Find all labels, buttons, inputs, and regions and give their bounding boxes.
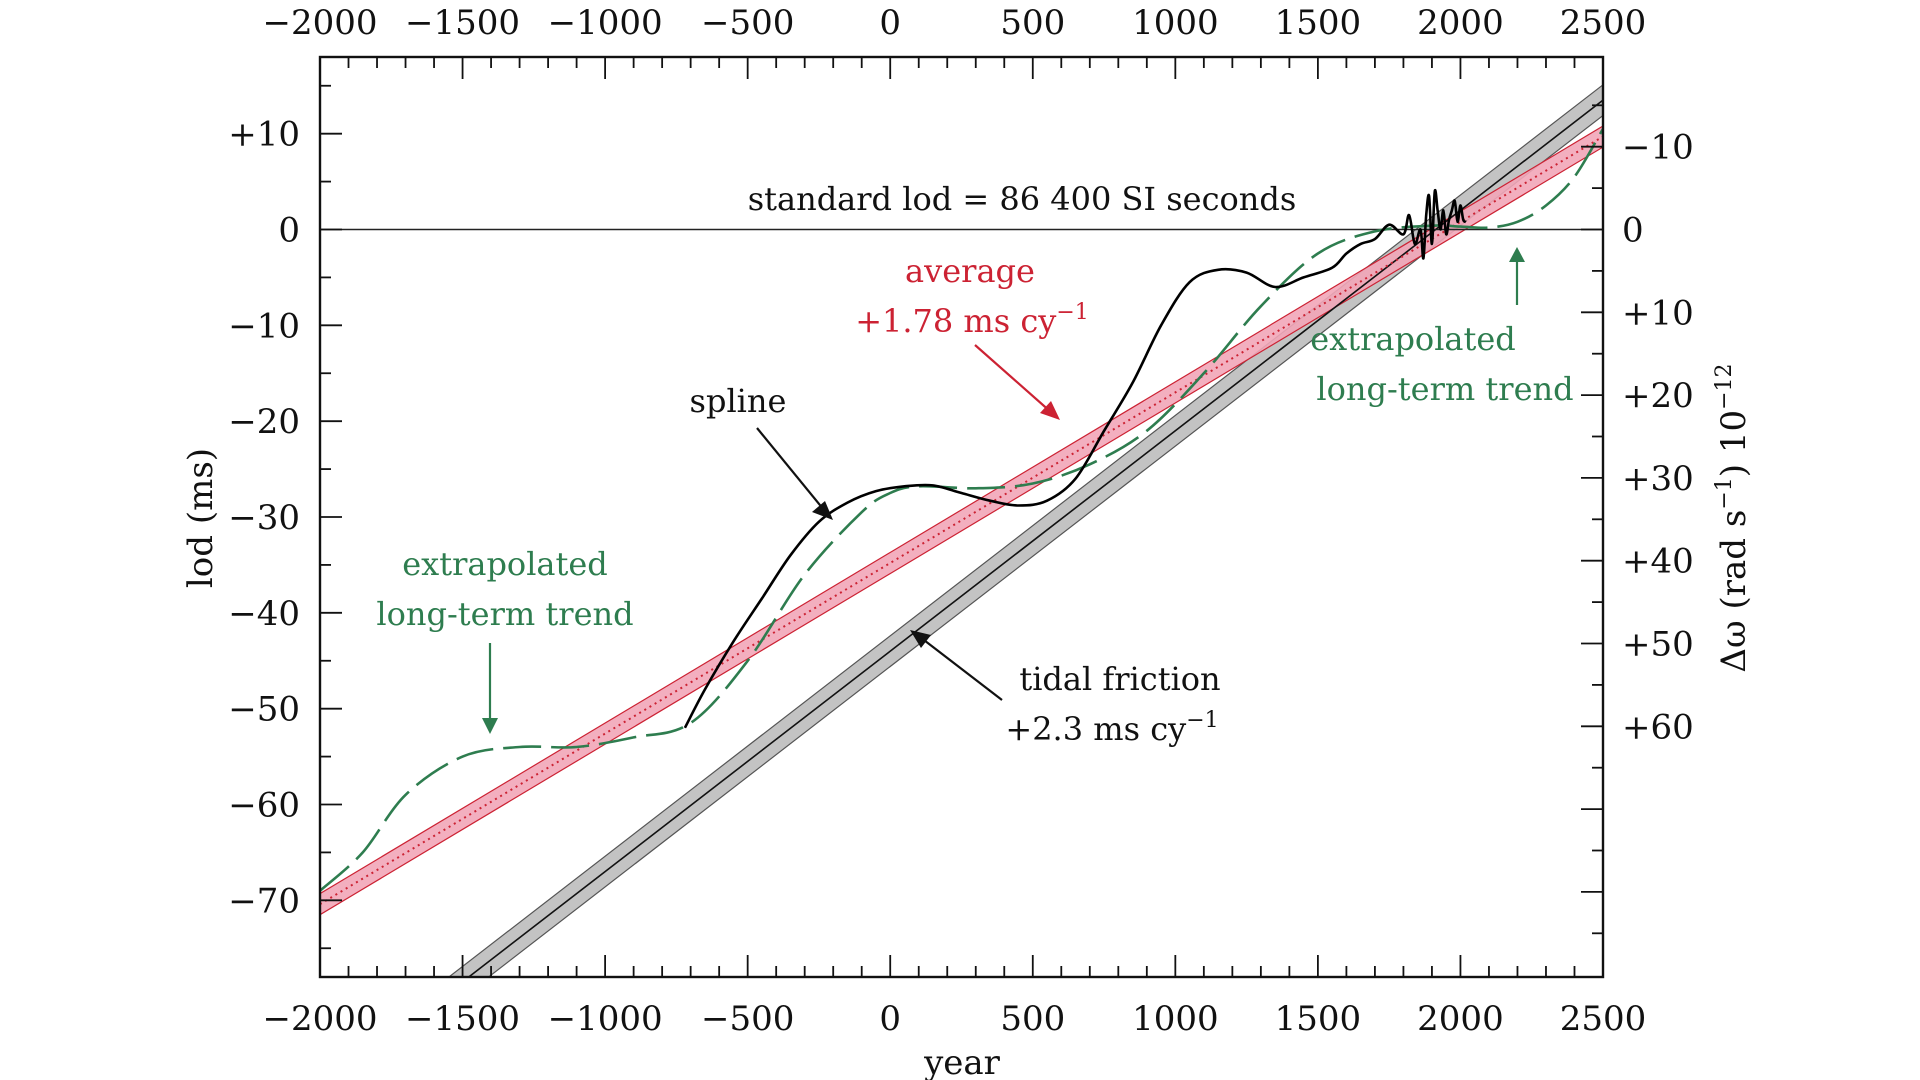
average-band-edge-lower: [320, 146, 1603, 916]
band-layer: [320, 84, 1603, 977]
x-tick-label-top: −500: [701, 3, 794, 43]
standard-lod-label: standard lod = 86 400 SI seconds: [748, 180, 1297, 218]
x-tick-label-bottom: 2000: [1417, 999, 1504, 1039]
spline-curve: [683, 188, 1467, 729]
y-axis-title: lod (ms): [181, 448, 221, 588]
x-tick-label-top: −1000: [548, 3, 663, 43]
right-axis-title: Δω (rad s−1) 10−12: [1712, 363, 1754, 672]
trend-right-arrowhead: [1509, 247, 1525, 262]
y2-tick-label: +40: [1622, 542, 1694, 582]
y-tick-label: 0: [278, 211, 300, 251]
right-axis-title-close: ) 10: [1714, 410, 1754, 477]
average-label: average: [905, 252, 1035, 290]
trend-right-label-2: long-term trend: [1316, 370, 1573, 408]
x-tick-label-bottom: −2000: [262, 999, 377, 1039]
trend-left-label-1: extrapolated: [402, 545, 608, 583]
x-tick-label-top: 1000: [1132, 3, 1219, 43]
tick-layer: [319, 57, 1604, 977]
x-axis-title: year: [923, 1043, 1001, 1080]
tidal-friction-value-text: +2.3 ms cy: [1005, 710, 1186, 748]
y-tick-label: −50: [228, 690, 300, 730]
right-axis-title-sup2: −12: [1712, 363, 1737, 409]
y2-tick-label: +60: [1622, 707, 1694, 747]
tidal-friction-band-edge-lower: [487, 114, 1603, 977]
tidal-friction-line: [467, 99, 1603, 977]
spline-label: spline: [690, 382, 787, 420]
average-arrow: [974, 344, 1053, 414]
average-value-sup: −1: [1056, 300, 1088, 325]
x-tick-label-top: −2000: [262, 3, 377, 43]
y-tick-label: +10: [228, 115, 300, 155]
x-tick-label-bottom: 2500: [1560, 999, 1647, 1039]
average-arrowhead: [1040, 401, 1060, 420]
x-tick-label-top: −1500: [405, 3, 520, 43]
tidal-friction-label: tidal friction: [1019, 660, 1220, 698]
x-tick-label-top: 0: [879, 3, 901, 43]
y-tick-label: −70: [228, 881, 300, 921]
right-axis-title-sup1: −1: [1712, 477, 1737, 509]
y-tick-label: −30: [228, 498, 300, 538]
x-tick-label-bottom: 500: [1000, 999, 1065, 1039]
x-tick-label-bottom: 1500: [1275, 999, 1362, 1039]
x-tick-label-bottom: 0: [879, 999, 901, 1039]
x-tick-label-top: 1500: [1275, 3, 1362, 43]
x-tick-label-bottom: −1000: [548, 999, 663, 1039]
extrapolated-trend-curve: [320, 128, 1603, 892]
y-tick-label: −20: [228, 402, 300, 442]
y-tick-label: −40: [228, 594, 300, 634]
x-tick-label-top: 2000: [1417, 3, 1504, 43]
y2-tick-label: 0: [1622, 211, 1644, 251]
trend-left-label-2: long-term trend: [376, 595, 633, 633]
spline-arrowhead: [812, 501, 833, 520]
right-axis-title-main: Δω (rad s: [1714, 510, 1754, 673]
trend-left-arrowhead: [482, 718, 498, 734]
tidal-friction-band-edge-upper: [447, 84, 1603, 977]
tidal-friction-arrowhead: [910, 630, 931, 648]
y2-tick-label: +30: [1622, 459, 1694, 499]
y2-tick-label: +10: [1622, 293, 1694, 333]
y-tick-label: −10: [228, 306, 300, 346]
y2-tick-label: +20: [1622, 376, 1694, 416]
x-tick-label-bottom: −1500: [405, 999, 520, 1039]
spline-arrow: [756, 427, 825, 511]
average-band-edge-upper: [320, 125, 1603, 895]
x-tick-label-bottom: −500: [701, 999, 794, 1039]
average-value-label: +1.78 ms cy−1: [855, 300, 1089, 340]
trend-right-label-1: extrapolated: [1310, 320, 1516, 358]
y2-tick-label: +50: [1622, 625, 1694, 665]
line-layer: [320, 99, 1603, 977]
tidal-friction-value-label: +2.3 ms cy−1: [1005, 708, 1218, 748]
x-tick-label-top: 2500: [1560, 3, 1647, 43]
x-tick-label-bottom: 1000: [1132, 999, 1219, 1039]
average-band: [320, 126, 1603, 915]
x-tick-label-top: 500: [1000, 3, 1065, 43]
tidal-friction-arrow: [919, 636, 1003, 701]
tick-label-layer: −2000−2000−1500−1500−1000−1000−500−50000…: [228, 3, 1694, 1039]
tidal-friction-value-sup: −1: [1186, 708, 1218, 733]
y-tick-label: −60: [228, 786, 300, 826]
average-value-text: +1.78 ms cy: [855, 302, 1056, 340]
y2-tick-label: −10: [1622, 128, 1694, 168]
